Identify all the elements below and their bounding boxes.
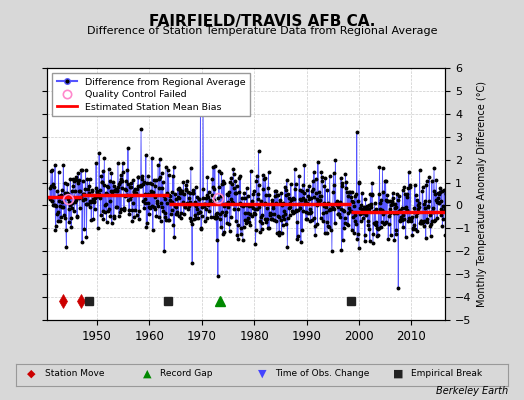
Text: ■: ■ <box>393 369 403 379</box>
Text: Record Gap: Record Gap <box>160 370 212 378</box>
Text: ◆: ◆ <box>27 369 36 379</box>
Legend: Difference from Regional Average, Quality Control Failed, Estimated Station Mean: Difference from Regional Average, Qualit… <box>52 73 250 116</box>
Text: FAIRFIELD/TRAVIS AFB CA.: FAIRFIELD/TRAVIS AFB CA. <box>149 14 375 29</box>
Text: Time of Obs. Change: Time of Obs. Change <box>275 370 369 378</box>
Text: Empirical Break: Empirical Break <box>411 370 483 378</box>
Y-axis label: Monthly Temperature Anomaly Difference (°C): Monthly Temperature Anomaly Difference (… <box>477 81 487 307</box>
Text: ▼: ▼ <box>258 369 266 379</box>
Text: Station Move: Station Move <box>45 370 104 378</box>
Text: ▲: ▲ <box>143 369 151 379</box>
Text: Difference of Station Temperature Data from Regional Average: Difference of Station Temperature Data f… <box>87 26 437 36</box>
Text: Berkeley Earth: Berkeley Earth <box>436 386 508 396</box>
